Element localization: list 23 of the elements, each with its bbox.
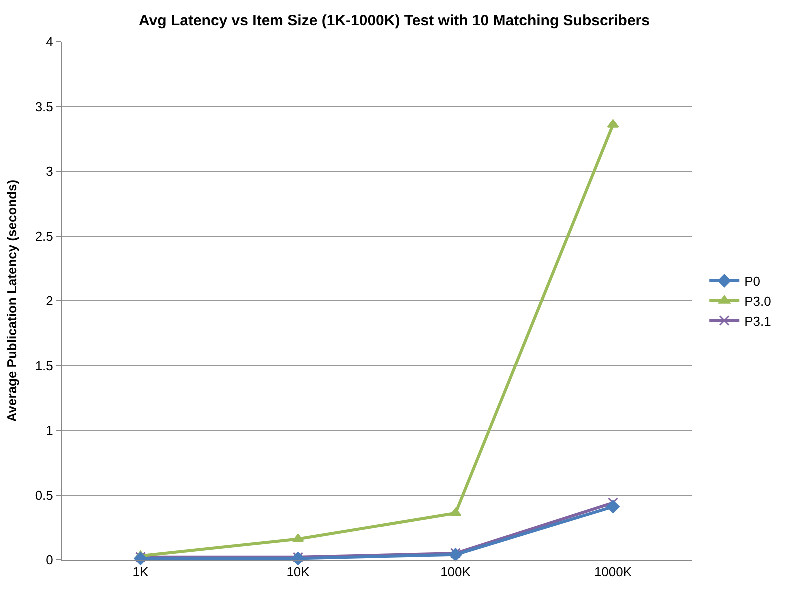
legend-label: P0: [744, 274, 761, 290]
y-tick-label: 3.5: [35, 99, 54, 114]
y-tick-label: 1.5: [35, 358, 54, 374]
legend-label: P3.1: [744, 314, 772, 329]
point: [292, 552, 305, 566]
y-tick-label: 0.5: [35, 488, 54, 503]
x-tick-label: 1000K: [594, 564, 632, 580]
point: [134, 552, 148, 566]
point: [606, 500, 620, 514]
point: [293, 552, 304, 563]
y-tick-label: 2: [46, 294, 54, 309]
y-tick-label: 0: [46, 552, 54, 568]
legend-label: P3.0: [744, 294, 772, 309]
point: [449, 548, 462, 562]
y-tick-label: 2.5: [35, 228, 54, 244]
y-tick-label: 4: [46, 34, 54, 50]
y-tick-label: 1: [46, 423, 54, 438]
y-axis-title: Average Publication Latency (seconds): [4, 180, 20, 422]
x-tick-label: 100K: [440, 564, 472, 580]
chart-title: Avg Latency vs Item Size (1K-1000K) Test with 10 Matching Subscribers: [139, 12, 650, 30]
x-tick-label: 10K: [286, 564, 310, 580]
y-tick-label: 3: [46, 164, 54, 180]
x-tick-label: 1K: [132, 564, 150, 580]
